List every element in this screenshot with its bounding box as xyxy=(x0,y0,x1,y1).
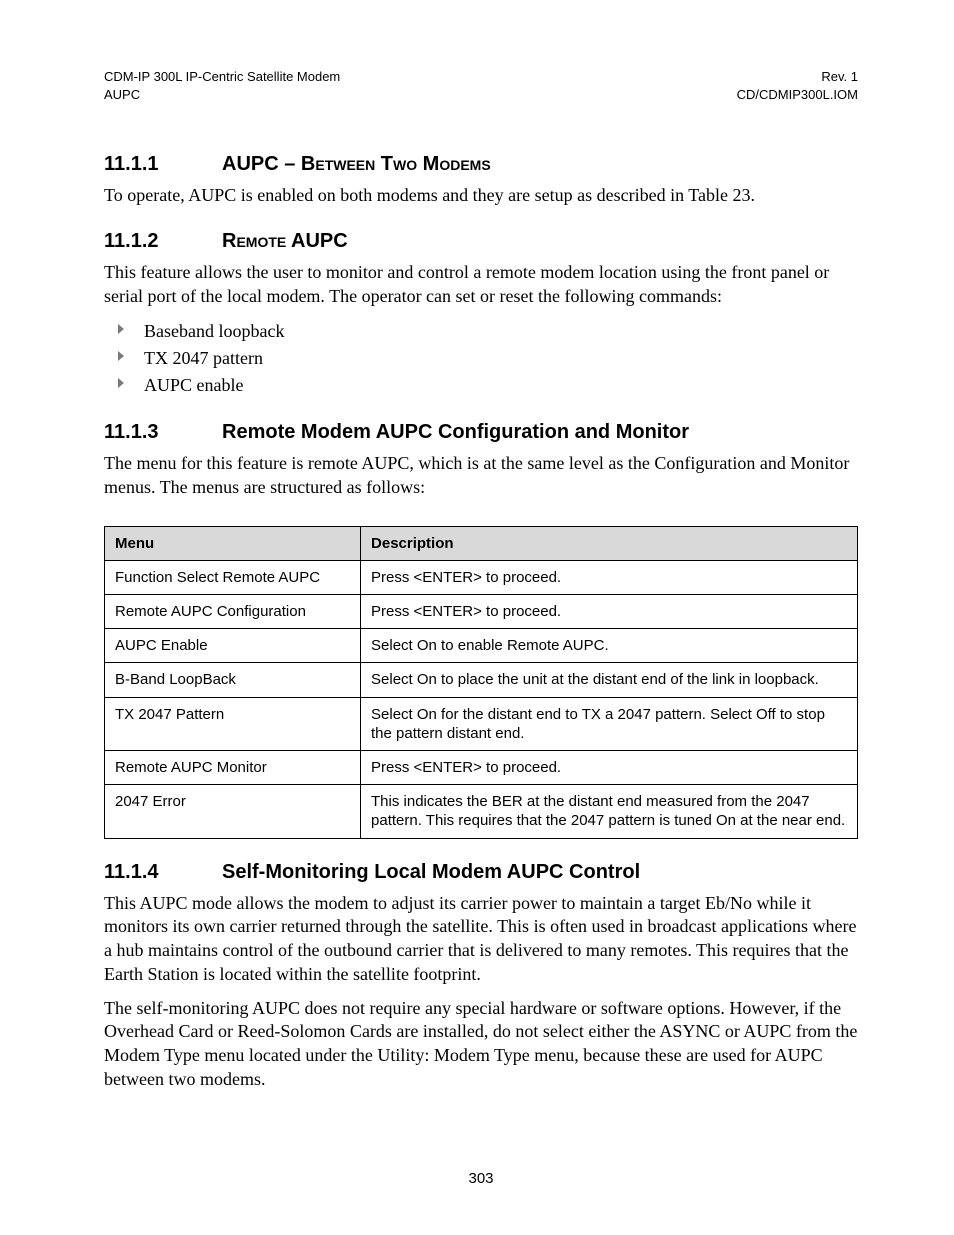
header-left-line1: CDM-IP 300L IP-Centric Satellite Modem xyxy=(104,69,340,84)
section-heading-11-1-3: 11.1.3Remote Modem AUPC Configuration an… xyxy=(104,421,858,444)
header-right: Rev. 1 CD/CDMIP300L.IOM xyxy=(737,68,858,103)
table-row: TX 2047 PatternSelect On for the distant… xyxy=(105,697,858,750)
section-number: 11.1.3 xyxy=(104,421,222,444)
table-cell-menu: 2047 Error xyxy=(105,785,361,838)
page-number: 303 xyxy=(104,1170,858,1187)
page-header: CDM-IP 300L IP-Centric Satellite Modem A… xyxy=(104,68,858,103)
list-item: TX 2047 pattern xyxy=(118,345,858,372)
table-row: AUPC EnableSelect On to enable Remote AU… xyxy=(105,629,858,663)
document-page: CDM-IP 300L IP-Centric Satellite Modem A… xyxy=(0,0,954,1227)
bullet-list: Baseband loopback TX 2047 pattern AUPC e… xyxy=(118,318,858,399)
section-number: 11.1.2 xyxy=(104,230,222,253)
section-paragraph: This feature allows the user to monitor … xyxy=(104,261,858,309)
table-cell-desc: Press <ENTER> to proceed. xyxy=(361,750,858,784)
triangle-bullet-icon xyxy=(118,324,124,334)
table-row: B-Band LoopBackSelect On to place the un… xyxy=(105,663,858,697)
list-item: AUPC enable xyxy=(118,372,858,399)
header-right-line2: CD/CDMIP300L.IOM xyxy=(737,87,858,102)
table-cell-menu: B-Band LoopBack xyxy=(105,663,361,697)
section-title: Self-Monitoring Local Modem AUPC Control xyxy=(222,861,640,883)
triangle-bullet-icon xyxy=(118,378,124,388)
section-number: 11.1.1 xyxy=(104,153,222,176)
table-cell-desc: Press <ENTER> to proceed. xyxy=(361,560,858,594)
section-paragraph: The self-monitoring AUPC does not requir… xyxy=(104,997,858,1092)
section-paragraph: To operate, AUPC is enabled on both mode… xyxy=(104,184,858,208)
table-cell-menu: Remote AUPC Monitor xyxy=(105,750,361,784)
section-title: Remote AUPC xyxy=(222,230,348,252)
section-heading-11-1-4: 11.1.4Self-Monitoring Local Modem AUPC C… xyxy=(104,861,858,884)
table-cell-menu: Function Select Remote AUPC xyxy=(105,560,361,594)
table-cell-menu: TX 2047 Pattern xyxy=(105,697,361,750)
table-cell-menu: Remote AUPC Configuration xyxy=(105,595,361,629)
table-cell-desc: Press <ENTER> to proceed. xyxy=(361,595,858,629)
table-row: Function Select Remote AUPCPress <ENTER>… xyxy=(105,560,858,594)
list-item: Baseband loopback xyxy=(118,318,858,345)
header-right-line1: Rev. 1 xyxy=(821,69,858,84)
page-content: 11.1.1AUPC – Between Two Modems To opera… xyxy=(104,153,858,1186)
table-cell-desc: This indicates the BER at the distant en… xyxy=(361,785,858,838)
section-paragraph: This AUPC mode allows the modem to adjus… xyxy=(104,892,858,987)
table-row: Remote AUPC MonitorPress <ENTER> to proc… xyxy=(105,750,858,784)
section-heading-11-1-1: 11.1.1AUPC – Between Two Modems xyxy=(104,153,858,176)
section-title: AUPC – Between Two Modems xyxy=(222,153,491,175)
section-paragraph: The menu for this feature is remote AUPC… xyxy=(104,452,858,500)
section-heading-11-1-2: 11.1.2Remote AUPC xyxy=(104,230,858,253)
table-row: 2047 ErrorThis indicates the BER at the … xyxy=(105,785,858,838)
section-title: Remote Modem AUPC Configuration and Moni… xyxy=(222,421,689,443)
table-cell-desc: Select On for the distant end to TX a 20… xyxy=(361,697,858,750)
table-cell-desc: Select On to place the unit at the dista… xyxy=(361,663,858,697)
table-cell-menu: AUPC Enable xyxy=(105,629,361,663)
table-header-menu: Menu xyxy=(105,526,361,560)
table-header-description: Description xyxy=(361,526,858,560)
table-header-row: Menu Description xyxy=(105,526,858,560)
triangle-bullet-icon xyxy=(118,351,124,361)
header-left-line2: AUPC xyxy=(104,87,140,102)
menu-description-table: Menu Description Function Select Remote … xyxy=(104,526,858,839)
header-left: CDM-IP 300L IP-Centric Satellite Modem A… xyxy=(104,68,340,103)
table-row: Remote AUPC ConfigurationPress <ENTER> t… xyxy=(105,595,858,629)
table-cell-desc: Select On to enable Remote AUPC. xyxy=(361,629,858,663)
section-number: 11.1.4 xyxy=(104,861,222,884)
